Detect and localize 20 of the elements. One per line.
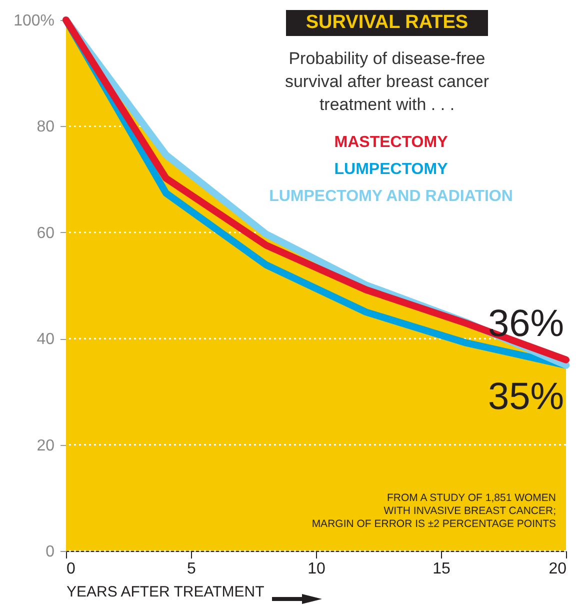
y-tick-label: 0 [46,544,55,560]
x-tick-label: 20 [548,560,567,578]
y-tick-label: 20 [36,437,55,454]
text: Probability of disease-free survival after breast cancer treatment with . . . [284,48,490,116]
x-tick-label: 5 [187,560,196,578]
x-tick-label: 10 [308,560,326,578]
y-tick-label: 40 [36,331,55,348]
text: MASTECTOMY [334,134,448,151]
chart-title: SURVIVAL RATES [286,10,488,36]
series-label: LUMPECTOMY AND RADIATION [269,188,513,205]
annotation: 35% [488,376,564,418]
annotation: FROM A STUDY OF 1,851 WOMEN WITH INVASIVE BREAST CANCER; MARGIN OF ERROR IS ±2 PERCENTAGE POINTS [312,492,556,530]
x-tick-label: 15 [432,560,450,578]
x-tick-label: 0 [66,560,76,578]
text: LUMPECTOMY [334,161,448,178]
y-tick-label: 60 [36,224,55,242]
x-axis-title: YEARS AFTER TREATMENT [66,584,264,600]
annotation: 36% [488,302,564,345]
y-tick-label: 80 [36,118,55,136]
y-tick-label: 100% [14,12,54,30]
